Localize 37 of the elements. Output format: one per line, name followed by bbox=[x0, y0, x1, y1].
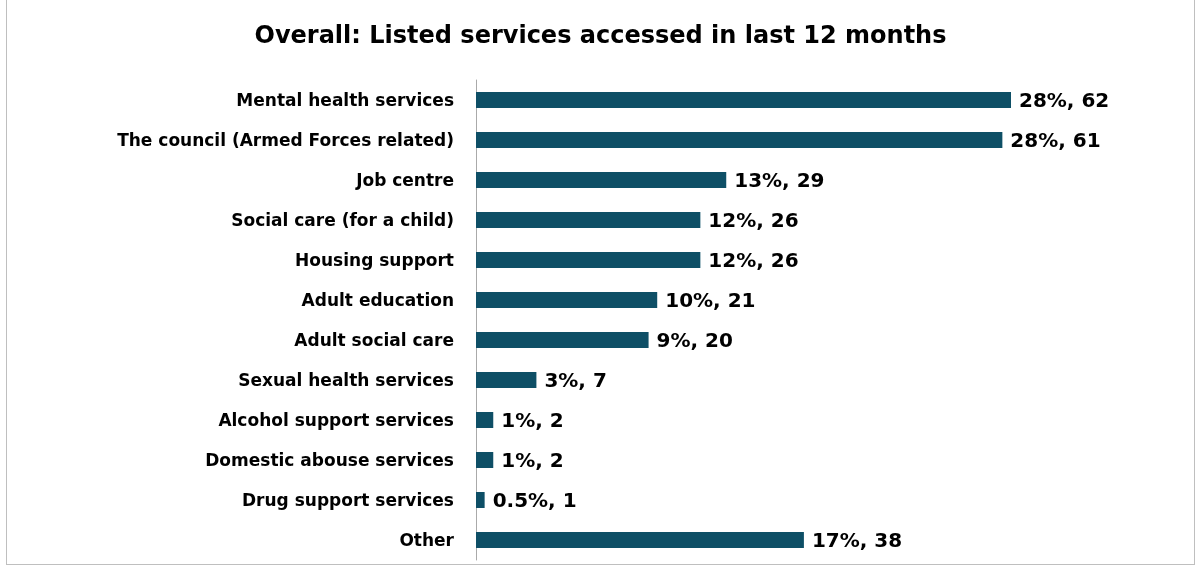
bar bbox=[476, 532, 804, 548]
y-tick-label: Adult social care bbox=[294, 330, 454, 350]
bar bbox=[476, 372, 537, 388]
bar bbox=[476, 492, 485, 508]
chart-title: Overall: Listed services accessed in last 12 months bbox=[254, 21, 947, 49]
y-tick-label: Drug support services bbox=[241, 490, 454, 510]
y-tick-label: Social care (for a child) bbox=[231, 210, 454, 230]
y-tick-label: Alcohol support services bbox=[218, 410, 454, 430]
y-tick-label: Sexual health services bbox=[238, 370, 454, 390]
y-tick-label: Mental health services bbox=[236, 90, 454, 110]
data-label: 12%, 26 bbox=[708, 208, 799, 232]
bar bbox=[476, 452, 494, 468]
data-label: 9%, 20 bbox=[656, 328, 733, 352]
data-label: 17%, 38 bbox=[811, 528, 903, 552]
data-label: 0.5%, 1 bbox=[492, 488, 577, 512]
data-label: 1%, 2 bbox=[501, 448, 564, 472]
bar bbox=[476, 332, 649, 348]
bar bbox=[476, 172, 727, 188]
y-tick-label: Other bbox=[399, 530, 455, 550]
data-label: 28%, 62 bbox=[1019, 88, 1110, 112]
bar bbox=[476, 252, 701, 268]
bar bbox=[476, 292, 658, 308]
y-tick-label: Adult education bbox=[301, 290, 454, 310]
y-tick-label: The council (Armed Forces related) bbox=[117, 130, 454, 150]
data-label: 28%, 61 bbox=[1010, 128, 1101, 152]
data-label: 3%, 7 bbox=[544, 368, 607, 392]
bar bbox=[476, 132, 1003, 148]
data-label: 12%, 26 bbox=[708, 248, 799, 272]
data-label: 10%, 21 bbox=[665, 288, 756, 312]
data-label: 13%, 29 bbox=[734, 168, 825, 192]
bar bbox=[476, 92, 1011, 108]
data-label: 1%, 2 bbox=[501, 408, 564, 432]
bar bbox=[476, 412, 494, 428]
y-tick-label: Housing support bbox=[295, 250, 454, 270]
y-tick-label: Domestic abouse services bbox=[205, 450, 454, 470]
bar bbox=[476, 212, 701, 228]
y-tick-label: Job centre bbox=[355, 170, 454, 190]
